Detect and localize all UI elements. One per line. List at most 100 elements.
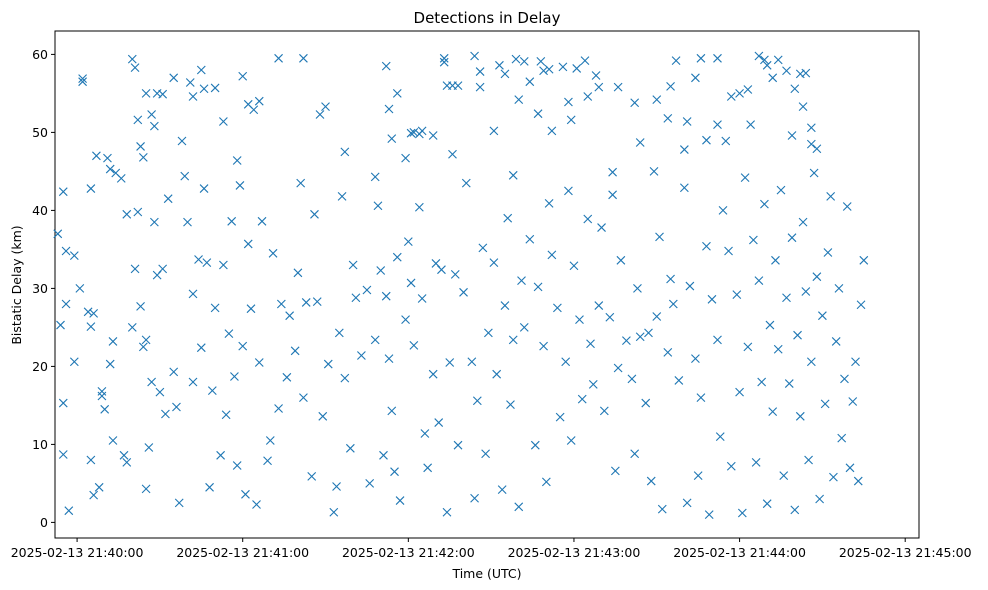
data-point xyxy=(787,233,797,243)
x-tick-label: 2025-02-13 21:45:00 xyxy=(839,545,972,560)
data-point xyxy=(434,418,444,427)
data-point xyxy=(293,268,303,278)
data-point xyxy=(108,337,118,346)
data-point xyxy=(299,53,308,63)
data-point xyxy=(254,358,264,367)
data-point xyxy=(806,139,816,149)
data-point xyxy=(795,411,805,421)
data-point xyxy=(845,463,855,473)
data-point xyxy=(492,369,502,379)
data-point xyxy=(69,357,79,367)
data-point xyxy=(453,440,463,450)
data-point xyxy=(58,398,68,408)
data-point xyxy=(417,126,427,136)
data-point xyxy=(428,369,438,379)
data-point xyxy=(834,284,844,293)
data-point xyxy=(439,57,449,67)
data-point xyxy=(149,121,159,131)
data-point xyxy=(442,507,452,517)
data-point xyxy=(724,246,733,256)
data-point xyxy=(310,209,319,219)
data-point xyxy=(798,102,808,112)
data-point xyxy=(691,73,700,83)
data-point xyxy=(768,73,778,83)
data-point xyxy=(525,77,535,87)
data-point xyxy=(754,276,764,285)
data-point xyxy=(533,109,543,119)
data-point xyxy=(58,450,68,459)
data-point xyxy=(544,64,554,74)
data-point xyxy=(417,294,427,303)
data-point xyxy=(105,164,115,174)
data-point xyxy=(685,281,695,291)
data-point xyxy=(580,56,590,66)
data-point xyxy=(216,450,226,460)
data-point xyxy=(790,505,800,515)
data-point xyxy=(428,131,438,140)
data-point xyxy=(307,471,317,481)
data-point xyxy=(644,328,653,338)
x-axis-label: Time (UTC) xyxy=(451,566,521,581)
data-point xyxy=(544,198,554,208)
data-point xyxy=(370,172,380,182)
data-point xyxy=(713,335,722,345)
data-point xyxy=(572,64,582,73)
data-point xyxy=(519,323,529,332)
data-point xyxy=(243,239,253,249)
data-point xyxy=(423,463,433,473)
data-point xyxy=(826,191,836,201)
chart-title: Detections in Delay xyxy=(414,9,561,27)
data-point xyxy=(387,134,397,144)
data-point xyxy=(804,455,813,465)
data-point xyxy=(351,293,361,303)
x-tick-label: 2025-02-13 21:40:00 xyxy=(11,545,144,560)
data-point xyxy=(539,66,548,76)
data-point xyxy=(597,223,606,232)
data-point xyxy=(401,315,410,324)
data-point xyxy=(448,149,457,159)
data-point xyxy=(75,284,85,293)
y-axis: 0 10 20 30 40 50 60 xyxy=(32,47,55,530)
data-point xyxy=(754,51,764,61)
data-point xyxy=(149,217,159,227)
data-point xyxy=(384,104,394,114)
data-point xyxy=(616,255,626,265)
data-point xyxy=(500,69,510,79)
y-tick-label: 10 xyxy=(32,437,48,452)
data-point xyxy=(481,449,491,459)
data-point xyxy=(674,376,684,385)
data-point xyxy=(718,206,728,215)
data-point xyxy=(575,315,584,324)
data-point xyxy=(61,299,71,309)
data-point xyxy=(172,402,181,412)
data-point xyxy=(649,167,659,176)
data-point xyxy=(227,216,237,226)
data-point xyxy=(274,53,283,63)
data-point xyxy=(188,92,198,101)
data-point xyxy=(340,373,350,383)
data-point xyxy=(751,457,761,467)
data-point xyxy=(806,123,816,133)
data-point xyxy=(158,264,168,274)
data-point xyxy=(268,248,278,258)
data-point xyxy=(500,301,510,310)
data-point xyxy=(478,243,488,253)
data-point xyxy=(169,367,179,377)
data-point xyxy=(183,217,192,227)
data-point xyxy=(726,92,736,101)
data-point xyxy=(459,287,468,297)
data-point xyxy=(503,213,513,223)
data-point xyxy=(740,173,750,183)
data-point xyxy=(238,71,248,81)
data-point xyxy=(547,250,557,260)
data-point xyxy=(332,482,341,491)
data-point xyxy=(158,89,168,99)
data-point xyxy=(514,95,524,105)
data-point xyxy=(274,404,283,413)
data-point xyxy=(207,386,217,395)
data-point xyxy=(100,404,110,414)
data-point xyxy=(337,191,347,201)
data-point xyxy=(671,56,681,66)
data-point xyxy=(569,261,579,271)
data-point xyxy=(760,199,769,209)
